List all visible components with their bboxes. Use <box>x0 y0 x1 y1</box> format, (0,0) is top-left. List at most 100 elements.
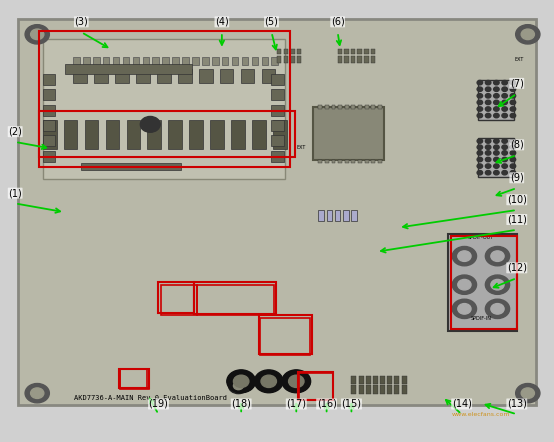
Circle shape <box>510 157 516 162</box>
Text: (2): (2) <box>8 127 22 137</box>
Circle shape <box>233 382 243 390</box>
Circle shape <box>510 100 516 105</box>
Circle shape <box>485 87 491 91</box>
Bar <box>351 106 355 109</box>
Circle shape <box>494 151 499 155</box>
Circle shape <box>140 116 160 132</box>
Bar <box>365 160 368 163</box>
Bar <box>402 385 407 395</box>
Circle shape <box>485 139 491 143</box>
Text: (15): (15) <box>341 399 361 409</box>
Bar <box>240 69 254 83</box>
Bar <box>394 385 399 395</box>
Circle shape <box>477 107 483 111</box>
Bar <box>147 120 161 149</box>
Bar <box>271 135 284 146</box>
Bar <box>373 377 378 385</box>
Circle shape <box>510 114 516 118</box>
Bar <box>106 120 119 149</box>
Bar <box>351 56 355 63</box>
Bar <box>371 56 375 63</box>
Text: EXT: EXT <box>514 57 524 62</box>
Bar <box>83 57 90 65</box>
Bar <box>271 57 278 65</box>
Bar <box>448 234 517 331</box>
Bar <box>120 370 148 389</box>
Bar <box>119 369 148 388</box>
Bar <box>112 57 119 65</box>
Circle shape <box>458 304 471 314</box>
Bar <box>371 49 375 54</box>
Bar <box>358 160 362 163</box>
Text: (9): (9) <box>510 173 524 183</box>
Circle shape <box>494 145 499 149</box>
Bar <box>297 49 301 54</box>
Bar <box>319 160 322 163</box>
Text: (7): (7) <box>510 78 524 88</box>
Bar <box>378 160 382 163</box>
Bar <box>73 57 80 65</box>
Bar <box>43 89 55 100</box>
Bar <box>337 49 342 54</box>
Circle shape <box>477 139 483 143</box>
Circle shape <box>485 114 491 118</box>
Circle shape <box>491 251 504 261</box>
Bar <box>157 69 171 83</box>
Bar <box>43 74 55 85</box>
Bar <box>192 57 199 65</box>
Bar <box>252 57 258 65</box>
Bar <box>478 137 514 177</box>
Bar <box>73 69 87 83</box>
Bar <box>39 31 290 168</box>
Bar <box>358 377 363 385</box>
Circle shape <box>30 29 44 40</box>
Bar <box>358 106 362 109</box>
Bar <box>81 163 181 171</box>
Circle shape <box>282 370 311 393</box>
Bar <box>345 106 348 109</box>
Circle shape <box>289 375 304 388</box>
Circle shape <box>452 275 476 294</box>
Circle shape <box>477 87 483 91</box>
Bar <box>152 57 159 65</box>
Bar <box>327 210 332 221</box>
Bar <box>313 107 384 160</box>
Bar <box>122 57 129 65</box>
Circle shape <box>502 151 507 155</box>
Text: (8): (8) <box>510 140 524 150</box>
Text: (1): (1) <box>8 188 22 198</box>
Circle shape <box>494 114 499 118</box>
Circle shape <box>477 80 483 85</box>
Circle shape <box>510 164 516 168</box>
Text: (6): (6) <box>331 17 345 27</box>
Bar <box>212 57 219 65</box>
Bar <box>189 120 203 149</box>
Bar <box>357 49 362 54</box>
Bar <box>211 120 224 149</box>
Bar <box>120 370 147 388</box>
Circle shape <box>494 100 499 105</box>
Bar <box>402 377 407 385</box>
Bar <box>43 151 55 162</box>
Bar <box>351 377 356 385</box>
Bar <box>394 377 399 385</box>
Circle shape <box>502 94 507 98</box>
Bar <box>260 318 310 355</box>
Circle shape <box>521 388 535 398</box>
Bar <box>380 377 385 385</box>
Circle shape <box>254 370 283 393</box>
Circle shape <box>510 139 516 143</box>
Circle shape <box>30 388 44 398</box>
Bar <box>344 49 348 54</box>
Bar <box>126 120 140 149</box>
Circle shape <box>477 94 483 98</box>
Bar <box>358 385 363 395</box>
Circle shape <box>502 80 507 85</box>
Text: SPDIF-IN: SPDIF-IN <box>470 316 491 321</box>
Circle shape <box>458 279 471 290</box>
Text: SPDIF-OUT: SPDIF-OUT <box>468 235 494 240</box>
Bar <box>252 120 266 149</box>
Bar <box>371 160 375 163</box>
Bar <box>337 56 342 63</box>
Circle shape <box>494 107 499 111</box>
